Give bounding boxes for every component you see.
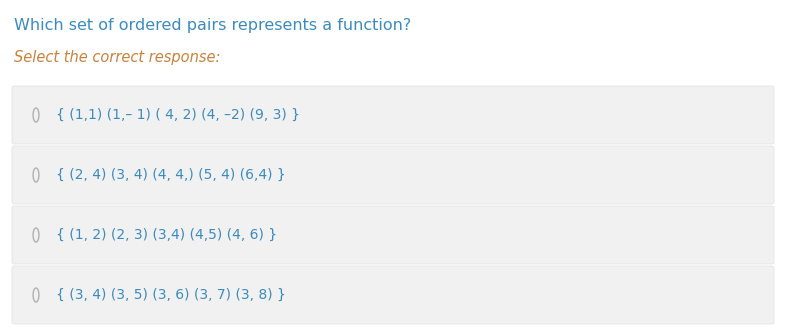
FancyBboxPatch shape <box>12 206 774 264</box>
Text: Select the correct response:: Select the correct response: <box>14 50 220 65</box>
FancyBboxPatch shape <box>12 86 774 144</box>
Text: Which set of ordered pairs represents a function?: Which set of ordered pairs represents a … <box>14 18 411 33</box>
FancyBboxPatch shape <box>12 146 774 204</box>
Text: { (1, 2) (2, 3) (3,4) (4,5) (4, 6) }: { (1, 2) (2, 3) (3,4) (4,5) (4, 6) } <box>56 228 277 242</box>
Text: { (2, 4) (3, 4) (4, 4,) (5, 4) (6,4) }: { (2, 4) (3, 4) (4, 4,) (5, 4) (6,4) } <box>56 168 286 182</box>
FancyBboxPatch shape <box>12 266 774 324</box>
Text: { (1,1) (1,– 1) ( 4, 2) (4, –2) (9, 3) }: { (1,1) (1,– 1) ( 4, 2) (4, –2) (9, 3) } <box>56 108 300 122</box>
Text: { (3, 4) (3, 5) (3, 6) (3, 7) (3, 8) }: { (3, 4) (3, 5) (3, 6) (3, 7) (3, 8) } <box>56 288 286 302</box>
